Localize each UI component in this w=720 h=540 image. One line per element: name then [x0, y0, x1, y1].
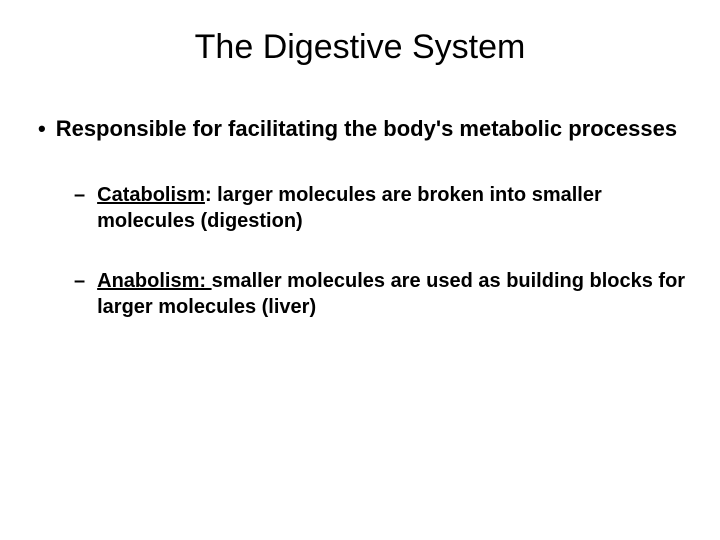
main-bullet: • Responsible for facilitating the body'…	[38, 115, 690, 144]
sub-bullet-content: Anabolism: smaller molecules are used as…	[97, 268, 690, 320]
dash-marker: –	[74, 268, 85, 320]
term-underlined: Anabolism:	[97, 270, 211, 292]
slide-title: The Digestive System	[30, 28, 690, 67]
term-underlined: Catabolism	[97, 184, 205, 206]
sub-bullet: – Anabolism: smaller molecules are used …	[74, 268, 690, 320]
sub-bullet: – Catabolism: larger molecules are broke…	[74, 182, 690, 234]
term-colon: :	[205, 184, 217, 206]
dash-marker: –	[74, 182, 85, 234]
bullet-marker: •	[38, 115, 46, 144]
main-bullet-text: Responsible for facilitating the body's …	[56, 115, 677, 144]
sub-bullet-content: Catabolism: larger molecules are broken …	[97, 182, 690, 234]
